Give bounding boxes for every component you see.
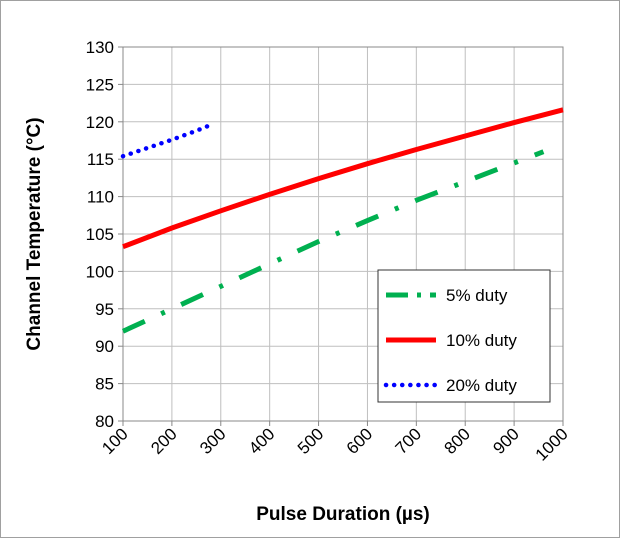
y-tick-label: 85: [95, 375, 114, 394]
y-tick-label: 125: [86, 75, 114, 94]
y-tick-label: 95: [95, 300, 114, 319]
y-axis-label: Channel Temperature (°C): [24, 117, 45, 350]
plot-border: [122, 46, 564, 422]
y-tick-label: 120: [86, 113, 114, 132]
y-tick-label: 105: [86, 225, 114, 244]
data-line: [120, 122, 214, 159]
legend-box: [377, 269, 551, 403]
legend-label: 5% duty: [446, 286, 508, 305]
y-tick-label: 80: [95, 412, 114, 431]
y-tick-label: 100: [86, 262, 114, 281]
data-line: [121, 149, 545, 334]
legend-label: 20% duty: [446, 376, 517, 395]
y-tick-label: 90: [95, 337, 114, 356]
y-tick-label: 130: [86, 38, 114, 57]
x-axis-label: Pulse Duration (µs): [256, 504, 430, 525]
legend-label: 10% duty: [446, 331, 517, 350]
y-tick-label: 115: [87, 150, 114, 169]
y-tick-label: 110: [87, 188, 114, 207]
data-line: [122, 107, 564, 250]
